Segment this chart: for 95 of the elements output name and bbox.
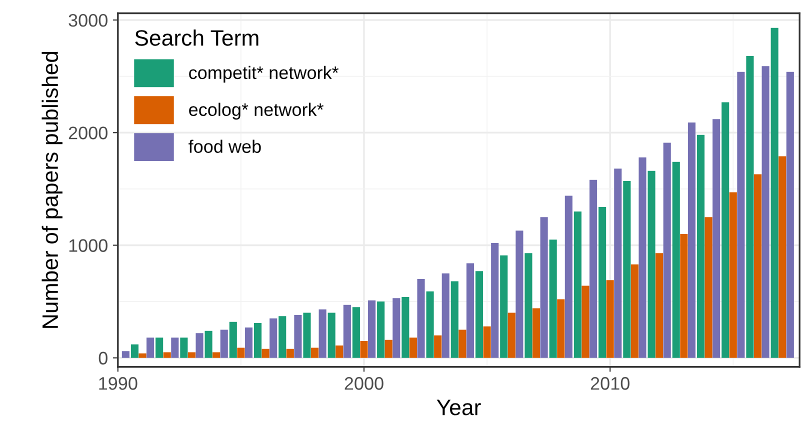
bar — [638, 157, 646, 358]
bar — [352, 307, 360, 358]
bar — [286, 348, 294, 358]
bar — [130, 344, 138, 358]
bar — [483, 326, 491, 358]
bar — [672, 162, 680, 358]
bar — [384, 340, 392, 358]
bar — [244, 327, 253, 358]
bar — [402, 297, 410, 358]
bar — [557, 299, 565, 358]
bar — [786, 72, 794, 358]
bar — [500, 255, 508, 358]
bar — [614, 168, 622, 358]
bar — [360, 340, 368, 358]
bar — [434, 335, 442, 358]
bar — [450, 281, 458, 358]
legend-title: Search Term — [135, 30, 258, 46]
bar — [696, 134, 705, 358]
bar — [623, 181, 631, 358]
bar — [328, 312, 336, 358]
bar — [426, 291, 434, 358]
bar — [138, 353, 146, 358]
bar — [590, 180, 598, 358]
bar — [270, 318, 278, 358]
bar — [368, 300, 376, 358]
bar — [475, 271, 484, 358]
bar — [336, 345, 344, 358]
bar — [237, 348, 245, 358]
bar — [146, 338, 154, 358]
bar — [663, 142, 671, 358]
bar — [163, 352, 171, 358]
bar — [122, 351, 130, 358]
bar — [229, 322, 237, 358]
bar — [409, 338, 417, 358]
y-tick-label: 1000 — [69, 239, 108, 252]
bar — [458, 330, 466, 358]
y-axis-title: Number of papers published — [42, 52, 62, 328]
bar — [377, 302, 385, 358]
bar — [712, 119, 720, 358]
bar — [704, 217, 712, 358]
bar — [204, 330, 212, 358]
bar — [254, 322, 262, 358]
x-axis-title: Year — [436, 400, 481, 416]
bar — [303, 312, 311, 358]
bar — [343, 304, 351, 358]
bar — [508, 312, 516, 358]
bar — [540, 217, 548, 358]
bar — [466, 263, 474, 358]
bar — [294, 315, 302, 358]
y-tick-label: 0 — [98, 352, 108, 365]
bar — [417, 279, 425, 358]
x-tick-label: 1990 — [99, 377, 138, 390]
bar — [220, 330, 228, 358]
bar — [656, 253, 664, 358]
bar — [392, 298, 400, 358]
bar — [156, 338, 164, 358]
x-tick-label: 2010 — [590, 377, 630, 390]
bar — [318, 309, 326, 358]
bar — [746, 56, 754, 358]
bar — [188, 352, 196, 358]
bar — [516, 230, 524, 358]
bar — [648, 170, 656, 358]
y-tick-label: 3000 — [68, 14, 108, 27]
bar — [180, 338, 188, 358]
bar — [549, 240, 557, 358]
legend-label: ecolog* network* — [189, 102, 324, 120]
bar — [598, 206, 606, 358]
y-tick-label: 2000 — [68, 126, 108, 140]
bar — [688, 122, 696, 358]
bar — [532, 308, 540, 358]
bar — [574, 211, 582, 358]
bar — [770, 28, 778, 358]
legend-label: competit* network* — [189, 66, 339, 83]
x-tick-label: 2000 — [344, 377, 384, 390]
bar — [442, 273, 450, 358]
bar — [564, 196, 572, 358]
bar — [722, 102, 730, 358]
bar — [491, 242, 499, 358]
bar — [729, 192, 737, 358]
bar — [754, 174, 762, 358]
bar — [762, 66, 770, 358]
bar — [524, 253, 532, 358]
legend-label: food web — [188, 140, 261, 153]
bar — [630, 264, 638, 358]
bar — [680, 234, 688, 358]
bar — [606, 280, 614, 358]
bar — [262, 348, 270, 358]
bar — [171, 338, 179, 358]
bar — [582, 286, 590, 358]
bar — [737, 72, 745, 358]
bar — [196, 333, 204, 358]
bar — [310, 348, 319, 358]
bar — [278, 316, 286, 358]
bar — [778, 156, 786, 358]
bar — [212, 352, 220, 358]
